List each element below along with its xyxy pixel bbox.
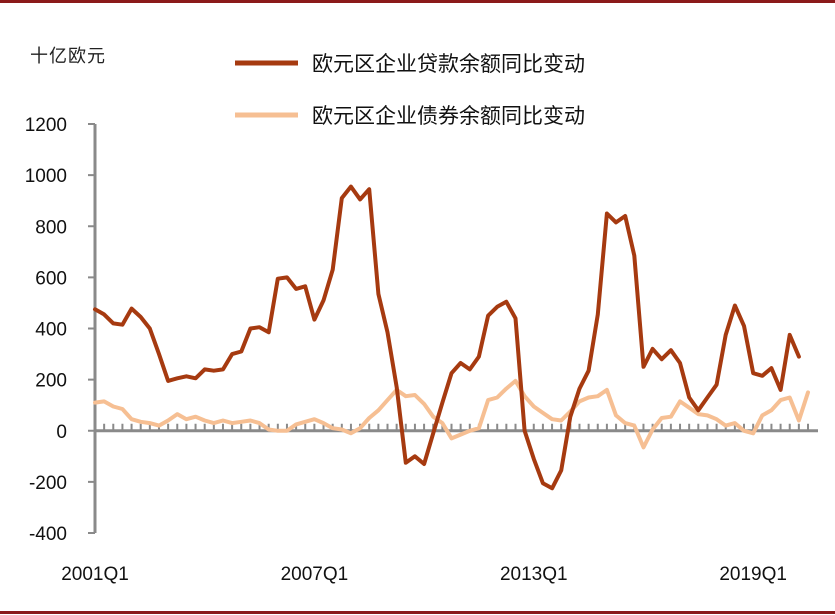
legend-label-bonds: 欧元区企业债券余额同比变动 bbox=[312, 104, 585, 128]
top-rule bbox=[0, 0, 835, 3]
x-tick-label: 2001Q1 bbox=[61, 564, 129, 585]
legend-label-loans: 欧元区企业贷款余额同比变动 bbox=[312, 52, 585, 76]
y-tick-label: 800 bbox=[35, 217, 67, 238]
y-tick-label: 1200 bbox=[25, 115, 67, 136]
y-tick-label: 1000 bbox=[25, 166, 67, 187]
legend: 欧元区企业贷款余额同比变动 欧元区企业债券余额同比变动 bbox=[235, 52, 585, 128]
y-axis-unit-label: 十亿欧元 bbox=[30, 46, 106, 67]
series-line-loans bbox=[93, 184, 801, 491]
x-tick-label: 2013Q1 bbox=[500, 564, 568, 585]
y-tick-label: 400 bbox=[35, 320, 67, 341]
x-tick-label: 2019Q1 bbox=[719, 564, 787, 585]
axes: -400 -200 0 200 400 600 800 1000 1200 2001Q1 2007Q… bbox=[25, 115, 818, 585]
x-tick-label: 2007Q1 bbox=[281, 564, 349, 585]
bottom-rule bbox=[0, 611, 835, 614]
y-tick-label: -200 bbox=[29, 473, 67, 494]
series-line-bonds bbox=[93, 378, 810, 450]
y-tick-label: 0 bbox=[56, 422, 67, 443]
y-tick-label: -400 bbox=[29, 524, 67, 545]
y-tick-label: 200 bbox=[35, 371, 67, 392]
series-layer bbox=[93, 184, 810, 491]
y-tick-label: 600 bbox=[35, 268, 67, 289]
